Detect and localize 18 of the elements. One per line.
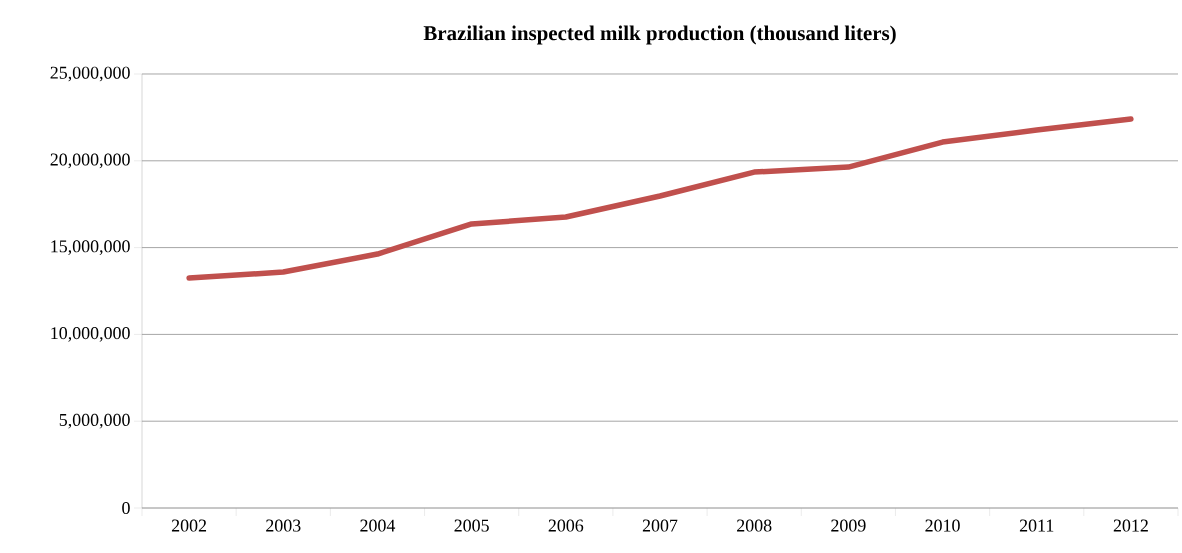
y-tick-label: 0 [122, 501, 130, 515]
x-tick-label: 2004 [360, 519, 396, 532]
y-tick-label: 25,000,000 [50, 66, 130, 82]
x-tick-label: 2011 [1019, 519, 1054, 532]
y-tick-label: 5,000,000 [59, 413, 130, 429]
y-tick-label: 20,000,000 [50, 153, 130, 169]
x-tick-label: 2008 [737, 519, 772, 532]
chart-title: Brazilian inspected milk production (thousand liters) [423, 25, 896, 45]
x-tick-label: 2006 [548, 519, 584, 532]
y-tick-label: 10,000,000 [51, 327, 130, 342]
y-tick-label: 15,000,000 [51, 240, 130, 255]
x-tick-label: 2009 [831, 519, 866, 532]
x-tick-label: 2005 [454, 519, 489, 532]
x-tick-label: 2007 [642, 519, 678, 532]
x-tick-label: 2012 [1113, 519, 1148, 532]
x-tick-label: 2010 [925, 519, 960, 532]
x-tick-label: 2003 [266, 519, 301, 532]
x-tick-label: 2002 [171, 519, 207, 532]
